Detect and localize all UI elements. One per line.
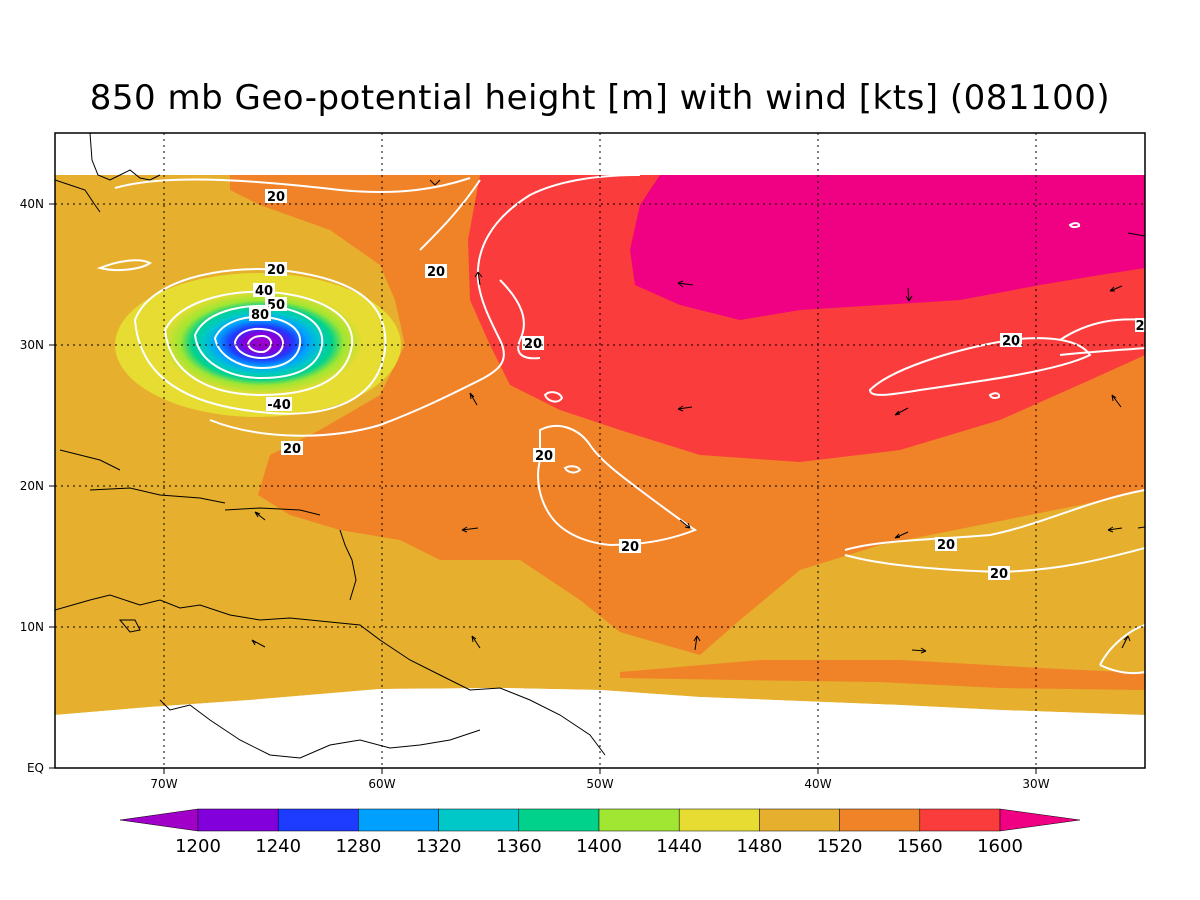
colorbar-level-label: 1440 [656,836,702,857]
contour-label: 20 [533,448,555,464]
filled-height-field: 20 20 40 50 80 -40 20 20 20 20 20 20 20 … [55,133,1145,768]
colorbar-swatch [919,808,1001,832]
colorbar-swatch [598,808,680,832]
svg-text:50: 50 [267,298,285,313]
svg-text:20: 20 [283,442,301,457]
gridlines [55,133,1145,768]
x-tick-label: 60W [368,777,395,791]
contour-label: 20 [281,441,303,457]
svg-text:20: 20 [267,263,285,278]
colorbar-level-label: 1560 [897,836,943,857]
y-tick-label: 10N [20,620,44,634]
y-tick-label: 30N [20,338,44,352]
colorbar-level-label: 1360 [496,836,542,857]
x-tick-label: 30W [1022,777,1049,791]
y-tick-label: 20N [20,479,44,493]
band-1560-south [620,660,1145,690]
svg-text:20: 20 [535,449,553,464]
map-title: 850 mb Geo-potential height [m] with win… [89,78,1111,118]
x-axis-labels: 70W 60W 50W 40W 30W [150,777,1049,791]
x-tick-label: 70W [150,777,177,791]
colorbar-arrow-low [119,808,199,832]
svg-text:20: 20 [937,538,955,553]
colorbar-swatch [839,808,921,832]
contour-label: 20 [425,264,447,280]
svg-text:20: 20 [1002,334,1020,349]
colorbar-level-label: 1320 [416,836,462,857]
svg-text:20: 20 [621,540,639,555]
colorbar-swatch [678,808,760,832]
colorbar-level-label: 1400 [576,836,622,857]
contour-label: 20 [265,189,287,205]
colorbar-level-label: 1600 [977,836,1023,857]
y-tick-label: 40N [20,197,44,211]
colorbar-swatch [197,808,279,832]
wind-contour-label-group: 20 20 40 50 80 -40 20 20 20 20 20 20 20 … [249,189,1145,582]
colorbar-swatch [358,808,439,832]
svg-text:40: 40 [255,284,273,299]
colorbar-swatch [759,808,840,832]
contour-label: 20 [619,539,641,555]
contour-label: 2 [1135,318,1145,334]
colorbar-level-label: 1200 [175,836,221,857]
colorbar-level-label: 1520 [817,836,863,857]
svg-text:20: 20 [524,337,542,352]
contour-label: 40 [253,283,275,299]
colorbar-swatch [518,808,600,832]
axis-tick-marks [49,203,1037,774]
svg-text:20: 20 [427,265,445,280]
y-axis-labels: EQ 10N 20N 30N 40N [20,197,44,775]
svg-text:20: 20 [267,190,285,205]
colorbar-swatch [277,808,359,832]
contour-label: 20 [1000,333,1022,349]
svg-text:20: 20 [990,567,1008,582]
band-1640 [630,175,1145,320]
colorbar-swatch [438,808,520,832]
colorbar-level-label: 1480 [736,836,782,857]
x-tick-label: 40W [804,777,831,791]
wind-arrows [251,179,1145,654]
y-tick-label: EQ [27,761,44,775]
colorbar-level-label: 1280 [335,836,381,857]
contour-label: 20 [522,336,544,352]
contour-label: 80 [249,307,271,323]
svg-text:80: 80 [251,308,269,323]
contour-label: 20 [988,566,1010,582]
coastlines [55,133,606,759]
contour-label: 20 [935,537,957,553]
contour-label: -40 [266,397,292,413]
contour-label: 20 [265,262,287,278]
x-tick-label: 50W [586,777,613,791]
svg-text:2: 2 [1135,319,1144,334]
svg-text:-40: -40 [267,398,291,413]
colorbar: 1200 1240 1280 1320 1360 1400 1440 1480 1520 1560… [119,808,1081,857]
colorbar-arrow-high [999,808,1081,832]
colorbar-level-label: 1240 [255,836,301,857]
